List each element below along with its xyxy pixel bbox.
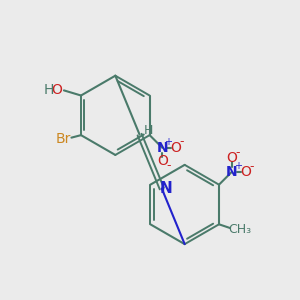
Text: -: - xyxy=(249,160,254,172)
Text: CH₃: CH₃ xyxy=(228,224,251,236)
Text: H: H xyxy=(44,83,54,98)
Text: +: + xyxy=(234,161,242,171)
Text: N: N xyxy=(156,141,168,155)
Text: N: N xyxy=(159,181,172,196)
Text: Br: Br xyxy=(56,132,71,145)
Text: -: - xyxy=(166,159,170,172)
Text: O: O xyxy=(240,165,251,179)
Text: -: - xyxy=(180,135,184,148)
Text: +: + xyxy=(164,137,172,147)
Text: O: O xyxy=(226,151,237,165)
Text: O: O xyxy=(52,83,62,98)
Text: H: H xyxy=(144,124,153,137)
Text: N: N xyxy=(226,165,237,179)
Text: -: - xyxy=(235,146,240,159)
Text: O: O xyxy=(157,154,168,168)
Text: O: O xyxy=(171,141,182,155)
